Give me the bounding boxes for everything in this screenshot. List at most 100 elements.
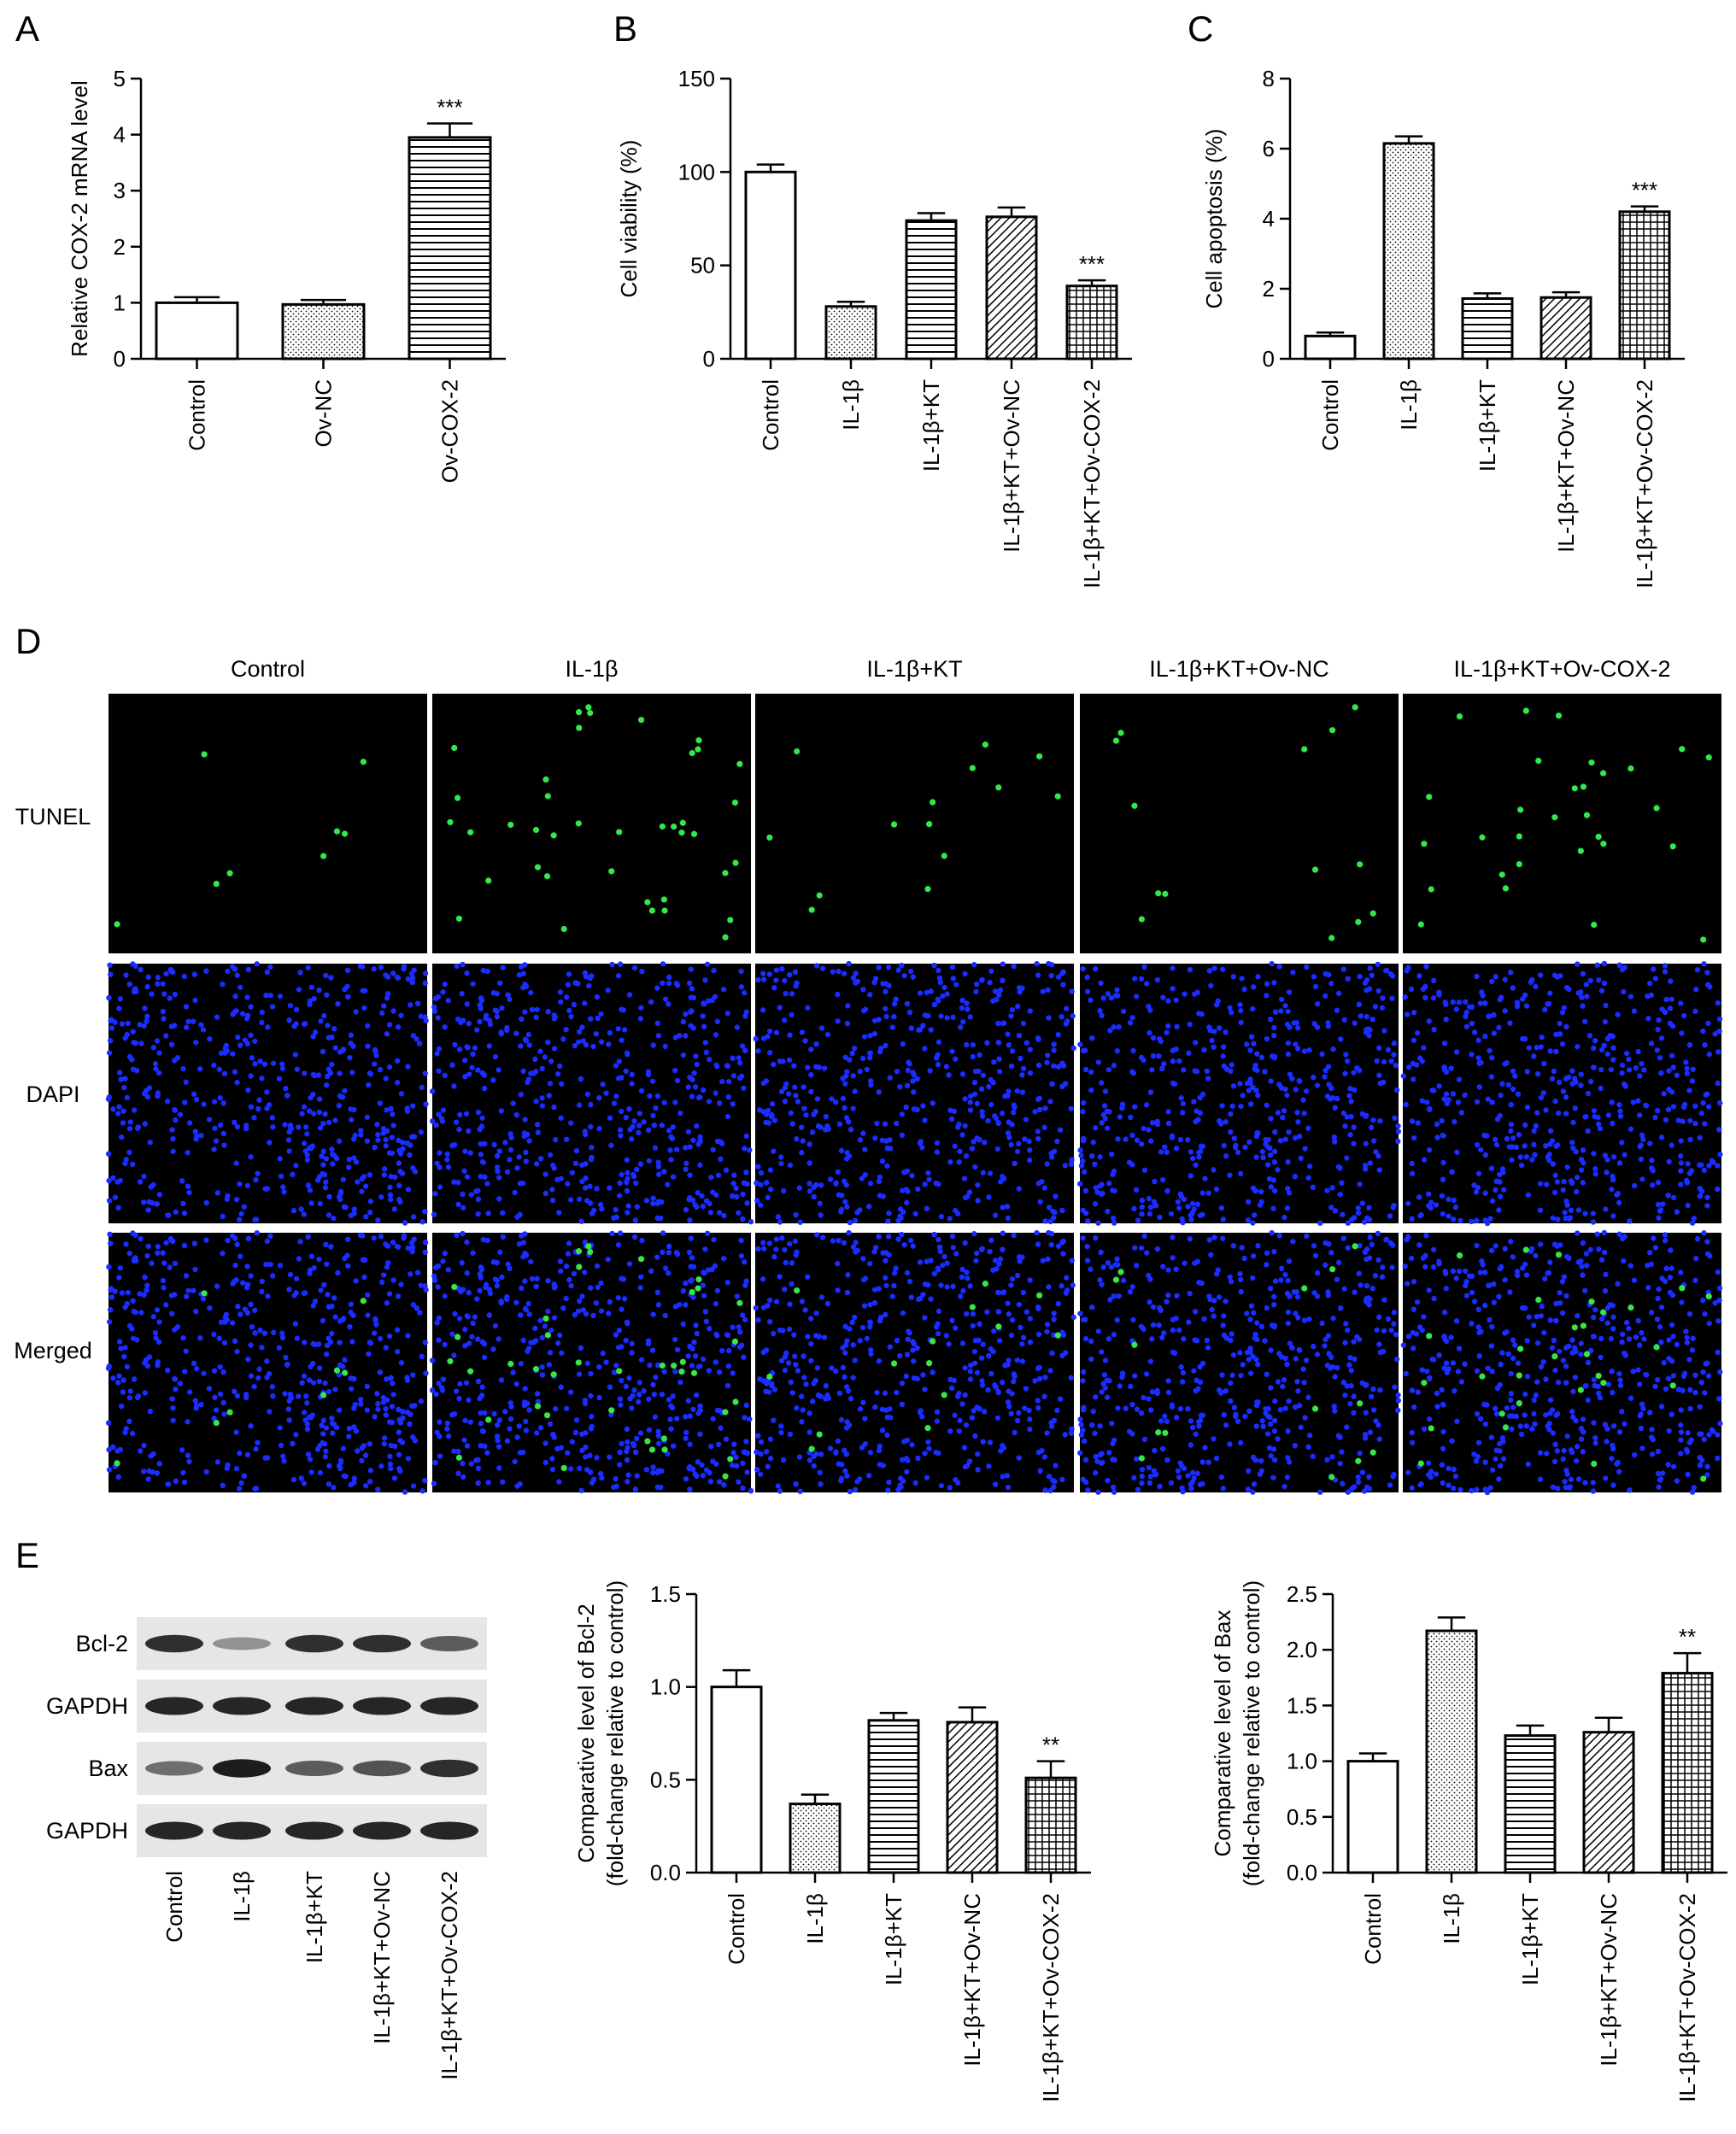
dapi-nucleus	[613, 1214, 619, 1221]
dapi-nucleus	[1080, 1099, 1087, 1106]
y-tick-label: 1.5	[650, 1581, 681, 1607]
dapi-nucleus	[306, 1145, 313, 1152]
dapi-nucleus	[316, 1378, 323, 1385]
dapi-nucleus	[1185, 1473, 1191, 1479]
dapi-nucleus	[1319, 1320, 1325, 1327]
dapi-nucleus	[361, 1443, 367, 1449]
dapi-nucleus	[613, 1332, 619, 1338]
dapi-nucleus	[1146, 1272, 1152, 1279]
dapi-nucleus	[1129, 1284, 1135, 1290]
dapi-nucleus	[1363, 1027, 1369, 1033]
dapi-nucleus	[1141, 964, 1147, 970]
dapi-nucleus	[744, 1450, 750, 1457]
dapi-nucleus	[1177, 1136, 1184, 1143]
dapi-nucleus	[1035, 1129, 1041, 1134]
dapi-nucleus	[1482, 1033, 1488, 1040]
dapi-nucleus	[941, 984, 947, 991]
dapi-nucleus	[487, 1021, 494, 1028]
dapi-nucleus	[690, 1025, 696, 1031]
dapi-nucleus	[1035, 1404, 1041, 1411]
dapi-nucleus	[445, 1164, 452, 1170]
dapi-nucleus	[320, 1170, 326, 1177]
dapi-nucleus	[1665, 1193, 1671, 1199]
dapi-nucleus	[937, 979, 943, 986]
dapi-nucleus	[463, 1111, 470, 1117]
dapi-nucleus	[1311, 1021, 1317, 1027]
dapi-nucleus	[839, 1462, 845, 1468]
dapi-nucleus	[701, 1023, 707, 1029]
dapi-nucleus	[867, 1261, 873, 1267]
tunel-positive-cell	[678, 1369, 685, 1375]
dapi-nucleus	[1218, 1474, 1225, 1480]
dapi-nucleus	[639, 968, 645, 975]
dapi-nucleus	[522, 1117, 528, 1123]
dapi-nucleus	[1523, 1003, 1530, 1009]
y-tick-label: 1.5	[1287, 1692, 1317, 1718]
dapi-nucleus	[847, 1326, 853, 1332]
dapi-nucleus	[1692, 1120, 1698, 1127]
dapi-nucleus	[173, 1209, 179, 1215]
dapi-nucleus	[335, 1000, 341, 1007]
dapi-nucleus	[935, 1236, 941, 1243]
tunel-positive-cell	[575, 1248, 583, 1255]
dapi-nucleus	[673, 1250, 680, 1256]
dapi-nucleus	[387, 1461, 394, 1467]
dapi-nucleus	[613, 1475, 619, 1482]
dapi-nucleus	[721, 1481, 727, 1488]
dapi-nucleus	[688, 1235, 695, 1241]
dapi-nucleus	[729, 1462, 736, 1469]
dapi-nucleus	[118, 1134, 125, 1140]
dapi-nucleus	[617, 1230, 624, 1236]
dapi-nucleus	[633, 1166, 640, 1173]
dapi-nucleus	[211, 1331, 217, 1338]
dapi-nucleus	[1295, 1119, 1301, 1125]
dapi-nucleus	[1092, 1469, 1099, 1476]
dapi-nucleus	[1425, 1191, 1432, 1197]
dapi-nucleus	[880, 1193, 886, 1199]
dapi-nucleus	[1027, 1416, 1033, 1422]
dapi-nucleus	[1148, 1407, 1154, 1413]
dapi-nucleus	[742, 1316, 748, 1323]
dapi-nucleus	[583, 1430, 589, 1436]
y-axis-label: Comparative level of Bcl-2	[573, 1603, 599, 1862]
dapi-nucleus	[1414, 1029, 1421, 1036]
dapi-nucleus	[572, 1042, 578, 1049]
dapi-nucleus	[416, 1041, 423, 1046]
dapi-nucleus	[1211, 1436, 1217, 1442]
dapi-nucleus	[1381, 1328, 1387, 1334]
dapi-nucleus	[619, 1108, 625, 1115]
dapi-nucleus	[779, 966, 785, 972]
dapi-nucleus	[778, 1423, 784, 1429]
dapi-nucleus	[731, 1172, 737, 1178]
dapi-nucleus	[1585, 1090, 1592, 1097]
dapi-nucleus	[346, 1156, 352, 1163]
dapi-nucleus	[845, 1003, 851, 1009]
dapi-nucleus	[993, 1384, 999, 1391]
dapi-nucleus	[1141, 1233, 1147, 1240]
dapi-nucleus	[1097, 1451, 1103, 1458]
dapi-nucleus	[1293, 1356, 1299, 1362]
dapi-nucleus	[1011, 1232, 1017, 1239]
dapi-nucleus	[692, 1353, 699, 1359]
dapi-nucleus	[903, 1104, 909, 1111]
dapi-nucleus	[1343, 1321, 1349, 1327]
dapi-nucleus	[508, 1134, 514, 1140]
dapi-nucleus	[142, 1091, 148, 1097]
dapi-nucleus	[563, 1295, 569, 1302]
tunel-positive-cell	[587, 709, 594, 717]
dapi-nucleus	[451, 1179, 457, 1185]
dapi-nucleus	[1569, 1180, 1575, 1187]
dapi-nucleus	[290, 1171, 296, 1178]
dapi-nucleus	[232, 993, 238, 1000]
dapi-nucleus	[866, 1050, 873, 1056]
dapi-nucleus	[310, 1380, 317, 1386]
dapi-nucleus	[1281, 1483, 1287, 1490]
dapi-nucleus	[1507, 1020, 1513, 1026]
dapi-nucleus	[910, 974, 916, 980]
dapi-nucleus	[1267, 1145, 1273, 1152]
dapi-nucleus	[1272, 1129, 1278, 1135]
dapi-nucleus	[710, 1416, 716, 1422]
significance-mark: ***	[1632, 178, 1657, 203]
tunel-positive-cell	[485, 877, 492, 884]
dapi-nucleus	[1377, 1117, 1383, 1124]
